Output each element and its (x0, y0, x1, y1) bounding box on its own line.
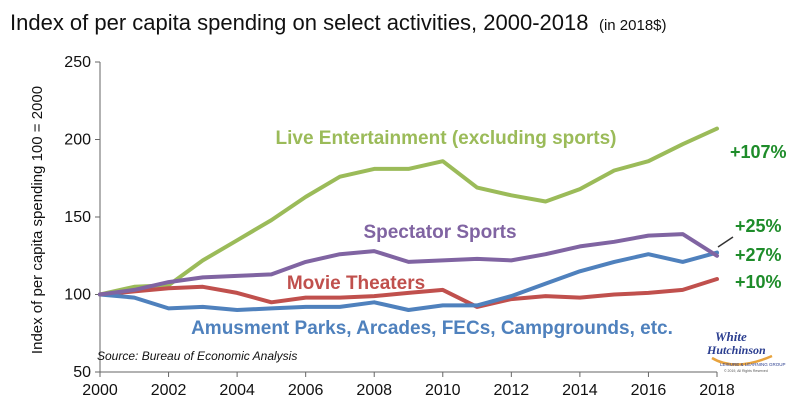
series-label-live-entertainment: Live Entertainment (excluding sports) (276, 128, 617, 149)
logo-copyright: © 2019, All Rights Reserved (724, 369, 768, 373)
x-tick-label: 2008 (356, 382, 392, 399)
annotation-live-entertainment: +107% (730, 142, 787, 162)
axes (95, 61, 718, 377)
series-label-spectator-sports: Spectator Sports (363, 222, 516, 243)
x-tick-label: 2004 (219, 382, 255, 399)
logo-line-2: Hutchinson (706, 343, 766, 357)
y-axis-label: Index of per capita spending 100 = 2000 (29, 86, 46, 354)
x-tick-label: 2018 (699, 382, 735, 399)
series-label-amusement-parks: Amusment Parks, Arcades, FECs, Campgroun… (191, 318, 673, 339)
y-tick-label: 200 (64, 132, 91, 149)
x-tick-label: 2012 (494, 382, 530, 399)
y-tick-labels: 50 100 150 200 250 (64, 54, 91, 381)
annotation-leader-line (717, 236, 734, 248)
chart-title: Index of per capita spending on select a… (10, 10, 589, 35)
chart-title-suffix: (in 2018$) (599, 17, 667, 34)
logo-swoosh (711, 354, 773, 366)
x-tick-label: 2002 (151, 382, 187, 399)
series-label-movie-theaters: Movie Theaters (287, 273, 425, 294)
source-note: Source: Bureau of Economic Analysis (97, 349, 297, 363)
x-tick-label: 2000 (82, 382, 118, 399)
y-tick-label: 100 (64, 287, 91, 304)
y-tick-label: 250 (64, 54, 91, 71)
series-lines (98, 126, 719, 312)
x-tick-label: 2006 (288, 382, 324, 399)
series-line-movie-theaters (98, 277, 719, 309)
series-line-spectator-sports (98, 232, 719, 297)
chart-title-group: Index of per capita spending on select a… (10, 10, 667, 35)
annotation-spectator-sports: +25% (735, 216, 782, 236)
series-line-amusement-parks (98, 250, 719, 312)
x-tick-label: 2016 (631, 382, 667, 399)
x-tick-label: 2014 (562, 382, 598, 399)
logo-tagline: LEISURE & LEARNING GROUP (720, 362, 786, 367)
x-tick-labels: 2000 2002 2004 2006 2008 2010 2012 2014 2016 2018 (82, 382, 735, 399)
x-tick-label: 2010 (425, 382, 461, 399)
annotation-amusement-parks: +27% (735, 245, 782, 265)
company-logo: White Hutchinson LEISURE & LEARNING GROU… (706, 329, 786, 373)
y-tick-label: 50 (73, 364, 91, 381)
series-line-live-entertainment (98, 126, 719, 297)
annotation-movie-theaters: +10% (735, 272, 782, 292)
y-tick-label: 150 (64, 209, 91, 226)
logo-line-1: White (715, 329, 747, 344)
